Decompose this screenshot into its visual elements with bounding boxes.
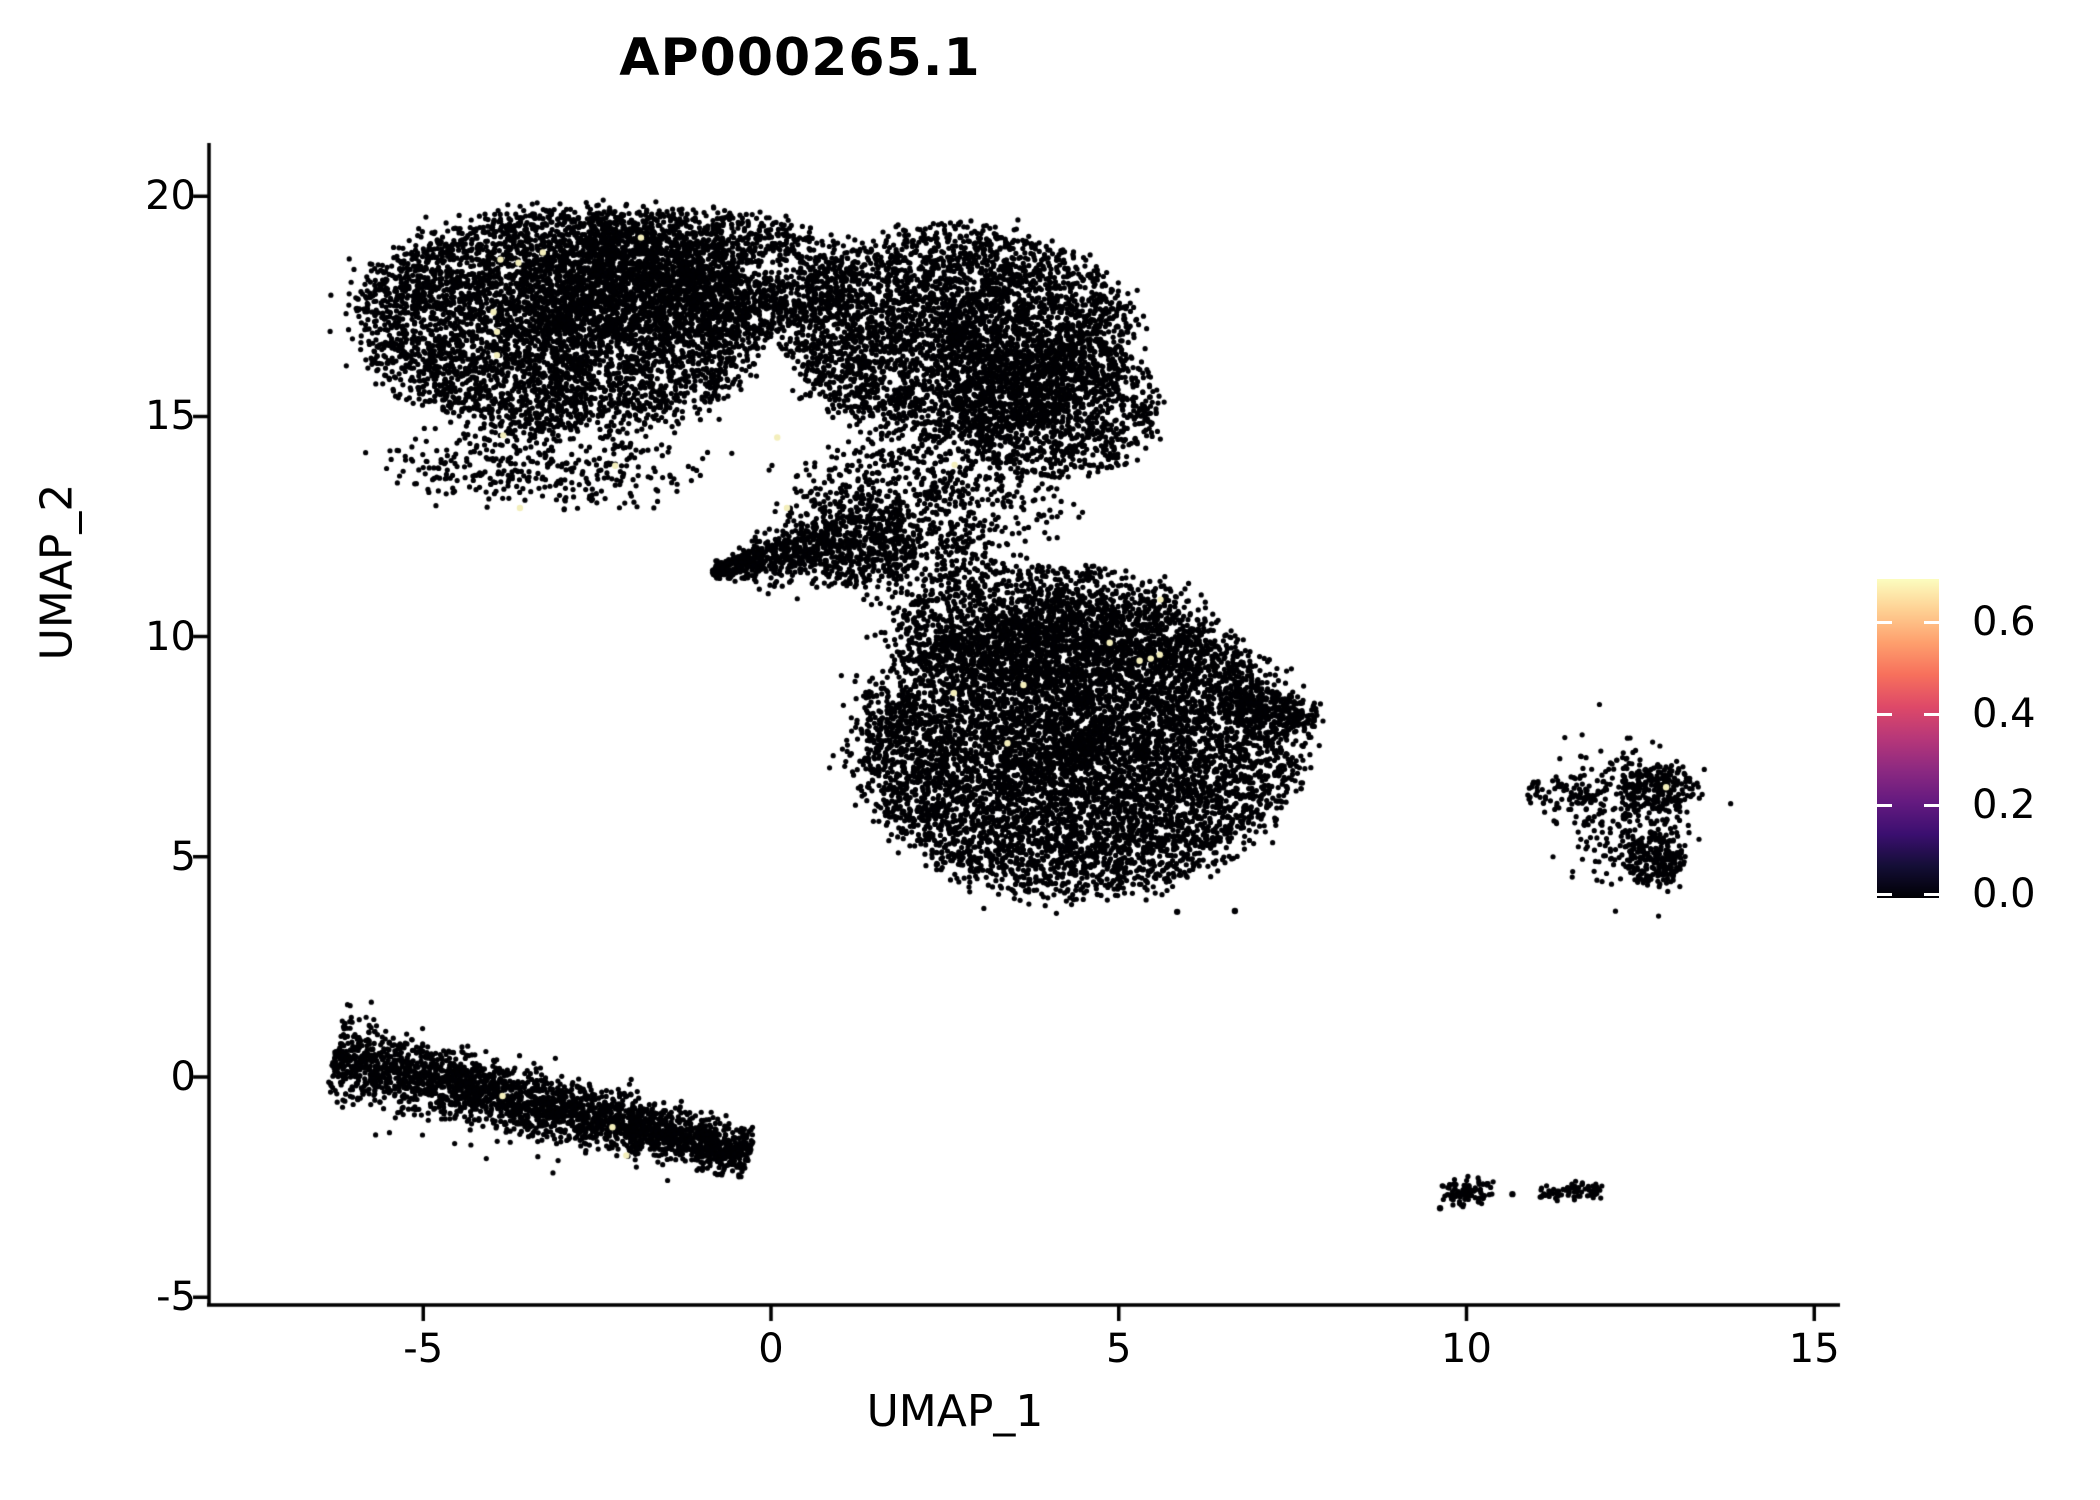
- x-tick-label: 10: [1441, 1326, 1492, 1372]
- y-tick-label: 5: [170, 833, 196, 880]
- colorbar-tick-mark: [1877, 893, 1892, 896]
- colorbar-tick-label: 0.0: [1972, 871, 2036, 917]
- colorbar-tick-mark: [1877, 804, 1892, 808]
- colorbar-tick-mark: [1877, 712, 1892, 716]
- colorbar-tick-label: 0.4: [1972, 690, 2036, 737]
- colorbar-tick-mark: [1924, 621, 1939, 625]
- y-tick-label: 15: [145, 393, 196, 440]
- colorbar-tick-mark: [1924, 893, 1939, 896]
- colorbar-tick-mark: [1924, 804, 1939, 808]
- y-axis-label: UMAP_2: [31, 483, 83, 661]
- x-tick-label: 15: [1788, 1326, 1840, 1372]
- x-axis-label: UMAP_1: [866, 1386, 1044, 1437]
- colorbar-gradient: [1877, 579, 1939, 898]
- plot-title: AP000265.1: [619, 28, 981, 88]
- colorbar-tick-mark: [1877, 621, 1892, 625]
- x-tick-label: 0: [758, 1326, 784, 1372]
- colorbar-tick-mark: [1924, 712, 1939, 716]
- x-tick-label: 5: [1106, 1326, 1132, 1372]
- x-tick-label: -5: [403, 1326, 444, 1372]
- y-tick-label: 10: [145, 613, 196, 660]
- colorbar-tick-label: 0.6: [1972, 599, 2036, 646]
- y-tick-label: -5: [156, 1274, 196, 1321]
- y-tick-label: 0: [170, 1054, 196, 1100]
- colorbar-tick-label: 0.2: [1972, 782, 2036, 829]
- y-tick-label: 20: [145, 173, 196, 220]
